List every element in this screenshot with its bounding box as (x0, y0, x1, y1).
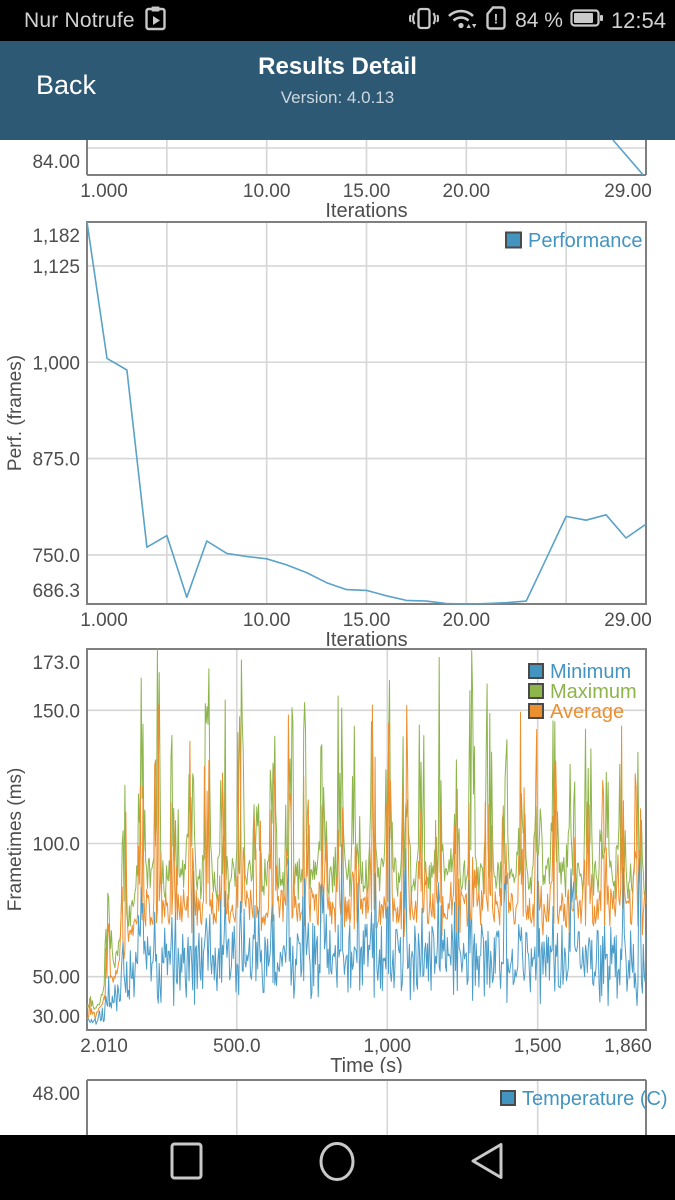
app-bar: Back Results Detail Version: 4.0.13 (0, 41, 675, 140)
svg-text:15.00: 15.00 (343, 181, 391, 202)
svg-text:1,500: 1,500 (514, 1036, 562, 1057)
svg-text:Average: Average (550, 701, 624, 723)
wifi-icon (446, 5, 477, 37)
svg-text:2.010: 2.010 (80, 1036, 128, 1057)
svg-text:1.000: 1.000 (80, 181, 128, 202)
svg-text:Iterations: Iterations (325, 629, 407, 648)
svg-text:875.0: 875.0 (32, 450, 80, 471)
svg-text:15.00: 15.00 (343, 610, 391, 631)
svg-text:29.00: 29.00 (604, 181, 652, 202)
clipboard-icon (144, 5, 167, 36)
recents-button[interactable] (170, 1142, 203, 1180)
battery-icon (570, 7, 604, 34)
svg-text:Temperature (C): Temperature (C) (522, 1088, 668, 1110)
svg-text:!: ! (494, 11, 499, 27)
sim-alert-icon: ! (484, 5, 508, 36)
back-button[interactable]: Back (36, 70, 97, 100)
fps-chart-partial: 1.000 10.00 15.00 20.00 29.00 Iterations 84.00 (32, 140, 652, 218)
page-title: Results Detail (258, 53, 417, 80)
svg-text:1,000: 1,000 (363, 1036, 411, 1057)
svg-text:1.000: 1.000 (80, 610, 128, 631)
vibrate-icon (408, 5, 440, 37)
clock-label: 12:54 (610, 7, 666, 33)
version-label: Version: 4.0.13 (280, 88, 395, 107)
svg-text:Performance: Performance (528, 230, 643, 252)
svg-text:Time (s): Time (s) (330, 1055, 403, 1073)
status-bar-right: ! 84 % 12:54 (408, 5, 666, 37)
svg-text:Perf. (frames): Perf. (frames) (5, 355, 26, 471)
performance-chart: Performance 1.000 10.00 15.00 20.00 29.00 Iter… (5, 221, 652, 648)
app-bar-titles: Results Detail Version: 4.0.13 (110, 53, 565, 108)
svg-text:1,860: 1,860 (604, 1036, 652, 1057)
svg-text:Iterations: Iterations (325, 200, 407, 218)
svg-text:100.0: 100.0 (32, 834, 80, 855)
status-bar: Nur Notrufe (0, 0, 675, 41)
svg-text:20.00: 20.00 (443, 610, 491, 631)
svg-text:686.3: 686.3 (32, 581, 80, 602)
svg-text:Frametimes (ms): Frametimes (ms) (5, 768, 26, 912)
svg-text:29.00: 29.00 (604, 610, 652, 631)
results-scroll-area[interactable]: 1.000 10.00 15.00 20.00 29.00 Iterations 84.00… (0, 140, 675, 1135)
back-nav-button[interactable] (471, 1143, 503, 1179)
carrier-label: Nur Notrufe (24, 8, 135, 32)
svg-text:84.00: 84.00 (32, 152, 80, 173)
temperature-chart-partial: Temperature (C) 48.00 (32, 1079, 668, 1135)
svg-text:10.00: 10.00 (243, 181, 291, 202)
svg-text:1,182: 1,182 (32, 226, 80, 247)
svg-text:Minimum: Minimum (550, 661, 631, 683)
status-bar-left: Nur Notrufe (24, 5, 167, 36)
svg-text:750.0: 750.0 (32, 546, 80, 567)
home-button[interactable] (319, 1142, 355, 1181)
svg-text:10.00: 10.00 (243, 610, 291, 631)
battery-percent-label: 84 % (515, 8, 563, 32)
svg-text:1,000: 1,000 (32, 353, 80, 374)
svg-text:48.00: 48.00 (32, 1084, 80, 1105)
android-nav-bar (0, 1135, 675, 1200)
svg-text:173.0: 173.0 (32, 653, 80, 674)
svg-text:500.0: 500.0 (213, 1036, 261, 1057)
svg-text:50.00: 50.00 (32, 968, 80, 989)
svg-text:20.00: 20.00 (443, 181, 491, 202)
svg-text:150.0: 150.0 (32, 701, 80, 722)
svg-text:Maximum: Maximum (550, 681, 637, 703)
svg-text:1,125: 1,125 (32, 257, 80, 278)
svg-text:30.00: 30.00 (32, 1007, 80, 1028)
